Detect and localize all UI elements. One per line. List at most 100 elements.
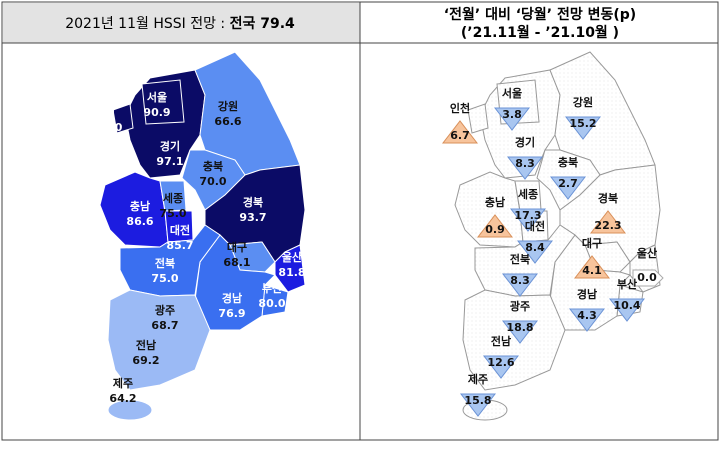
right-map: 경기 8.3 서울 3.8 인천 6.7 강원 15.2 충북 2.7 충남 0.9 세종 17.3대전 8… bbox=[441, 51, 664, 421]
region-shape bbox=[141, 79, 185, 125]
region-value: 93.7 bbox=[239, 211, 266, 224]
region-name: 제주 bbox=[468, 372, 488, 386]
change-triangle-down bbox=[549, 176, 587, 200]
region-name: 경북 bbox=[598, 191, 618, 205]
region-name: 광주 bbox=[510, 300, 530, 313]
region-name: 인천 bbox=[95, 105, 115, 119]
change-triangle-up bbox=[476, 214, 514, 238]
change-triangle-down bbox=[482, 355, 520, 379]
change-value: 15.2 bbox=[569, 117, 596, 130]
left-map: 경기 97.1 서울 90.9 인천 100.0 강원 66.6 충북 70.0 충남 86.6 세종 7… bbox=[88, 51, 306, 421]
change-value: 0.0 bbox=[637, 271, 657, 284]
region-name: 대구 bbox=[227, 240, 247, 254]
region-value: 81.8 bbox=[278, 266, 305, 279]
region-name: 광주 bbox=[155, 304, 175, 317]
region-name: 경기 bbox=[160, 139, 180, 153]
region-name: 전북 bbox=[510, 252, 530, 266]
change-triangle-up bbox=[589, 210, 627, 234]
region-name: 경남 bbox=[577, 287, 597, 301]
change-triangle-down bbox=[501, 320, 539, 344]
change-value: 22.3 bbox=[594, 219, 621, 232]
change-triangle-down bbox=[608, 298, 646, 322]
region-shape bbox=[159, 180, 187, 212]
change-value: 4.3 bbox=[577, 309, 597, 322]
region-name: 경남 bbox=[222, 291, 242, 305]
region-value: 64.2 bbox=[109, 392, 136, 405]
region-value: 75.0 bbox=[151, 272, 178, 285]
region-shape bbox=[119, 224, 221, 297]
region-name: 부산 bbox=[617, 277, 637, 291]
change-value: 6.7 bbox=[450, 129, 470, 142]
change-triangle-down bbox=[501, 273, 539, 297]
change-triangle-down bbox=[459, 393, 497, 417]
change-value: 8.3 bbox=[510, 274, 530, 287]
region-shape bbox=[112, 103, 134, 134]
region-name: 강원 bbox=[573, 95, 593, 109]
region-name: 충남 bbox=[485, 195, 505, 209]
title-prefix: 2021년 11월 HSSI 전망 : bbox=[65, 16, 229, 32]
region-shape bbox=[107, 399, 153, 421]
change-triangle-down bbox=[506, 156, 544, 180]
region-name: 충북 bbox=[558, 155, 578, 169]
region-name: 서울 bbox=[502, 86, 522, 100]
change-value: 12.6 bbox=[487, 356, 514, 369]
region-name: 경북 bbox=[243, 195, 263, 209]
region-shape bbox=[467, 103, 489, 134]
region-value: 85.7 bbox=[166, 239, 193, 252]
region-name: 전북 bbox=[155, 256, 175, 270]
region-name: 울산 bbox=[282, 250, 302, 264]
region-name: 대구 bbox=[582, 236, 602, 250]
region-name: 강원 bbox=[218, 99, 238, 113]
region-value: 76.9 bbox=[218, 307, 245, 320]
region-name: 서울 bbox=[147, 90, 167, 104]
left-title: 2021년 11월 HSSI 전망 : 전국 79.4 bbox=[65, 15, 295, 32]
change-value: 8.3 bbox=[515, 157, 535, 170]
region-value: 86.6 bbox=[126, 215, 153, 228]
region-name: 인천 bbox=[450, 101, 470, 115]
region-value: 68.7 bbox=[151, 319, 178, 332]
region-value: 68.1 bbox=[223, 256, 250, 269]
region-name: 부산 bbox=[262, 281, 282, 295]
change-value: 18.8 bbox=[506, 321, 533, 334]
region-name: 충북 bbox=[203, 159, 223, 173]
region-name: 전남 bbox=[136, 338, 156, 352]
change-triangle-down bbox=[493, 107, 531, 131]
region-value: 97.1 bbox=[156, 155, 183, 168]
right-subtitle: (’21.11월 - ’21.10월 ) bbox=[461, 24, 619, 41]
region-shape bbox=[107, 289, 211, 391]
region-shape bbox=[462, 289, 566, 391]
region-name: 제주 bbox=[113, 376, 133, 390]
change-triangle-up bbox=[441, 120, 479, 144]
change-value: 8.4 bbox=[525, 241, 545, 254]
header-bg bbox=[3, 3, 360, 43]
change-value: 10.4 bbox=[613, 299, 640, 312]
change-triangle-down bbox=[516, 240, 554, 264]
change-value: 4.1 bbox=[582, 264, 602, 277]
region-name: 대전 bbox=[170, 223, 190, 237]
change-flat bbox=[632, 269, 664, 287]
change-value: 17.3 bbox=[514, 209, 541, 222]
change-value: 3.8 bbox=[502, 108, 522, 121]
region-name: 세종 bbox=[518, 187, 538, 201]
change-value: 2.7 bbox=[558, 177, 578, 190]
change-value: 15.8 bbox=[464, 394, 491, 407]
change-triangle-up bbox=[573, 255, 611, 279]
change-triangle-down bbox=[509, 208, 547, 232]
region-value: 75.0 bbox=[159, 207, 186, 220]
region-value: 69.2 bbox=[132, 354, 159, 367]
region-value: 80.0 bbox=[258, 297, 285, 310]
region-value: 90.9 bbox=[143, 106, 170, 119]
region-name: 울산 bbox=[637, 246, 657, 260]
region-name: 충남 bbox=[130, 199, 150, 213]
region-value: 100.0 bbox=[88, 121, 123, 134]
change-triangle-down bbox=[564, 116, 602, 140]
title-bold: 전국 79.4 bbox=[230, 15, 295, 32]
region-name: 전남 bbox=[491, 334, 511, 348]
region-name: 경기 bbox=[515, 135, 535, 149]
change-value: 0.9 bbox=[485, 223, 505, 236]
region-name: 세종 bbox=[163, 191, 183, 205]
region-value: 66.6 bbox=[214, 115, 241, 128]
change-triangle-down bbox=[568, 308, 606, 332]
region-value: 70.0 bbox=[199, 175, 226, 188]
